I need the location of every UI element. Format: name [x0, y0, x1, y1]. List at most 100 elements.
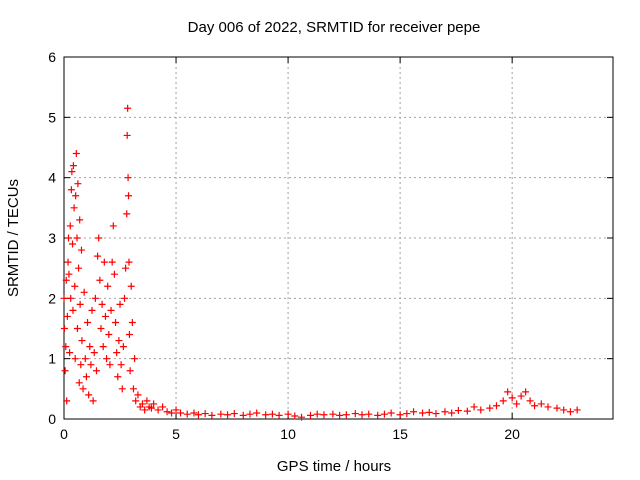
- data-point: [477, 406, 485, 414]
- data-point: [116, 300, 124, 308]
- data-point: [566, 408, 574, 416]
- data-point: [89, 397, 97, 405]
- data-point: [513, 400, 521, 408]
- data-point: [454, 407, 462, 415]
- data-point: [486, 404, 494, 412]
- y-tick-label: 5: [48, 109, 56, 125]
- data-point: [522, 388, 530, 396]
- data-point: [448, 409, 456, 417]
- data-point: [504, 388, 512, 396]
- scatter-points: [60, 104, 581, 421]
- y-tick-labels: 0 1 2 3 4 5 6: [48, 49, 56, 427]
- data-point: [147, 404, 155, 412]
- data-point: [201, 410, 209, 418]
- x-tick-label: 5: [172, 426, 180, 442]
- data-point: [246, 410, 254, 418]
- data-point: [115, 337, 123, 345]
- data-point: [526, 397, 534, 405]
- data-point: [64, 258, 72, 266]
- data-point: [71, 282, 79, 290]
- data-point: [126, 367, 134, 375]
- data-point: [358, 411, 366, 419]
- data-point: [70, 204, 78, 212]
- x-axis-label: GPS time / hours: [277, 458, 391, 475]
- data-point: [150, 400, 158, 408]
- data-point: [75, 264, 83, 272]
- data-point: [71, 355, 79, 363]
- data-point: [403, 410, 411, 418]
- data-point: [72, 150, 80, 158]
- data-point: [141, 406, 149, 414]
- data-point: [63, 397, 71, 405]
- data-point: [119, 343, 127, 351]
- data-point: [103, 355, 111, 363]
- data-point: [425, 408, 433, 416]
- data-point: [531, 402, 539, 410]
- x-tick-label: 20: [504, 426, 520, 442]
- data-point: [99, 343, 107, 351]
- data-point: [81, 355, 89, 363]
- data-point: [463, 407, 471, 415]
- data-point: [492, 402, 500, 410]
- data-point: [79, 385, 87, 393]
- data-point: [537, 400, 545, 408]
- data-point: [396, 411, 404, 419]
- data-point: [172, 406, 180, 414]
- data-point: [88, 306, 96, 314]
- data-point: [91, 294, 99, 302]
- data-point: [508, 394, 516, 402]
- chart-title: Day 006 of 2022, SRMTID for receiver pep…: [188, 19, 481, 36]
- data-point: [85, 391, 93, 399]
- x-tick-label: 15: [392, 426, 408, 442]
- data-point: [125, 258, 133, 266]
- data-point: [177, 409, 185, 417]
- data-point: [432, 410, 440, 418]
- data-point: [131, 355, 139, 363]
- data-point: [84, 318, 92, 326]
- data-point: [87, 361, 95, 369]
- data-point: [194, 411, 202, 419]
- data-point: [365, 410, 373, 418]
- data-point: [138, 400, 146, 408]
- data-point: [78, 337, 86, 345]
- data-point: [380, 410, 388, 418]
- data-point: [74, 180, 82, 188]
- data-point: [329, 410, 337, 418]
- x-tick-labels: 0 5 10 15 20: [60, 426, 520, 442]
- data-point: [73, 325, 81, 332]
- data-point: [76, 300, 84, 308]
- data-point: [80, 288, 88, 296]
- data-point: [134, 391, 142, 399]
- data-point: [320, 411, 328, 419]
- data-point: [239, 411, 247, 419]
- data-point: [114, 373, 122, 381]
- data-point: [163, 408, 171, 416]
- data-point: [123, 210, 131, 218]
- data-point: [76, 216, 84, 224]
- data-point: [61, 367, 69, 375]
- data-point: [291, 412, 299, 420]
- data-point: [94, 252, 102, 260]
- data-point: [96, 276, 104, 284]
- data-point: [64, 234, 72, 242]
- y-tick-label: 2: [48, 290, 56, 306]
- data-point: [168, 409, 176, 417]
- data-point: [104, 282, 112, 290]
- data-point: [60, 325, 68, 332]
- data-point: [121, 294, 129, 302]
- data-point: [208, 411, 216, 419]
- data-point: [183, 410, 191, 418]
- data-point: [313, 410, 321, 418]
- data-point: [67, 294, 75, 302]
- data-point: [125, 331, 133, 339]
- data-point: [97, 325, 105, 332]
- data-point: [224, 411, 232, 419]
- data-point: [108, 258, 116, 266]
- data-point: [410, 408, 418, 416]
- data-point: [132, 397, 140, 405]
- data-point: [553, 404, 561, 412]
- data-point: [109, 222, 117, 230]
- data-point: [67, 186, 75, 194]
- data-point: [62, 276, 70, 284]
- data-point: [154, 406, 162, 414]
